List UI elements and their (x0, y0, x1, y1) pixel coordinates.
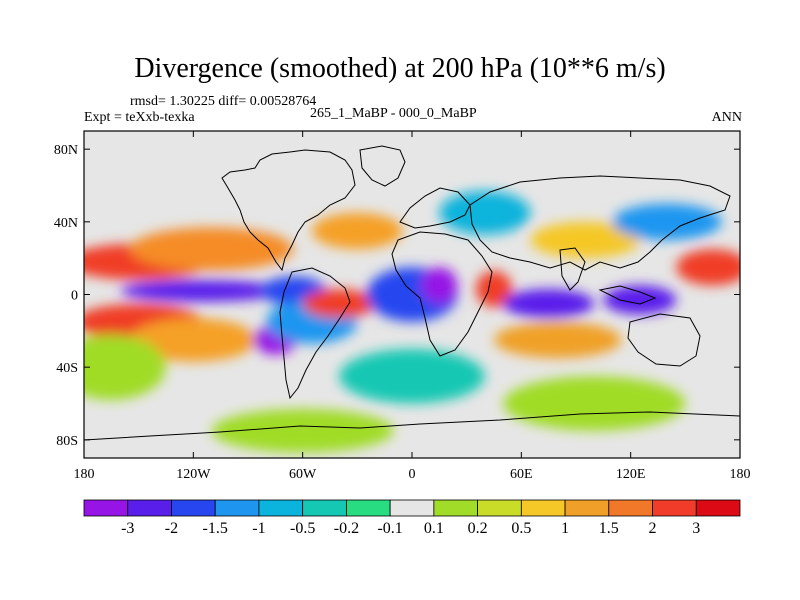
colorbar-label: 1.5 (599, 520, 619, 537)
colorbar-swatch (520, 499, 566, 517)
field-blob (676, 249, 740, 286)
coastline-antarctica (84, 411, 740, 441)
colorbar-swatch (345, 499, 391, 517)
lon-tick-label: 60W (289, 467, 317, 482)
field-blob (311, 212, 403, 250)
colorbar-swatch (564, 499, 610, 517)
colorbar: -3 -2 -1.5 -1 -0.5 -0.2 -0.1 0.1 0.2 0.5 1 1.5 2 3 (83, 499, 741, 537)
colorbar-label: -0.2 (334, 520, 359, 537)
colorbar-label: -0.1 (377, 520, 402, 537)
colorbar-label: 0.5 (511, 520, 531, 537)
divergence-field (84, 190, 740, 453)
colorbar-label: -1 (252, 520, 265, 537)
lat-tick-label: 0 (71, 289, 78, 304)
colorbar-swatch (258, 499, 304, 517)
experiment-label: Expt = teXxb-texka (84, 110, 195, 125)
field-blob (120, 279, 285, 302)
colorbar-swatch (652, 499, 697, 517)
rmsd-diff-stats: rmsd= 1.30225 diff= 0.00528764 (130, 94, 317, 109)
coastline-greenland (359, 145, 406, 187)
field-blob (302, 289, 376, 319)
colorbar-swatch (171, 499, 216, 517)
lon-tick-label: 60E (510, 467, 533, 482)
colorbar-label: -2 (165, 520, 178, 537)
lon-tick-label: 180 (730, 467, 751, 482)
field-blob (503, 376, 686, 431)
plot-title: Divergence (smoothed) at 200 hPa (10**6 … (134, 53, 666, 84)
lon-tick-label: 0 (409, 467, 416, 482)
coastline-south-america (279, 267, 351, 400)
colorbar-swatch (695, 499, 741, 517)
lon-tick-label: 120E (616, 467, 646, 482)
colorbar-label: -0.5 (290, 520, 315, 537)
field-blob (129, 227, 294, 271)
colorbar-label: 1 (561, 520, 569, 537)
field-blob (439, 190, 531, 235)
coastline-india (559, 247, 586, 291)
coastline-africa (391, 231, 493, 357)
colorbar-label: 3 (692, 520, 700, 537)
coastline-asia (469, 175, 731, 271)
colorbar-label: 0.2 (468, 520, 488, 537)
colorbar-label: -3 (121, 520, 134, 537)
field-blob (603, 285, 677, 315)
latitude-axis: 80N 40N 0 40S 80S (54, 143, 740, 449)
colorbar-swatch (389, 499, 435, 517)
coastline-north-america (221, 149, 356, 272)
field-blob (421, 267, 458, 304)
colorbar-swatch (302, 499, 347, 517)
lat-tick-label: 40N (54, 216, 78, 231)
coastline-indonesia (598, 285, 657, 305)
lon-tick-label: 180 (74, 467, 95, 482)
field-blob (211, 408, 394, 453)
coastlines (84, 145, 740, 441)
lat-tick-label: 80S (56, 434, 78, 449)
colorbar-swatch (214, 499, 260, 517)
field-blob (339, 349, 485, 404)
colorbar-label: 0.1 (424, 520, 444, 537)
colorbar-label: -1.5 (203, 520, 228, 537)
lon-tick-label: 120W (176, 467, 211, 482)
field-blob (612, 203, 722, 240)
colorbar-swatch (83, 499, 129, 517)
coastline-australia (627, 313, 701, 367)
field-blob (503, 289, 595, 319)
field-blob (530, 221, 640, 259)
comparison-label: 265_1_MaBP - 000_0_MaBP (310, 106, 477, 121)
lat-tick-label: 80N (54, 143, 78, 158)
colorbar-swatch (477, 499, 522, 517)
colorbar-swatch (608, 499, 653, 517)
lat-tick-label: 40S (56, 361, 78, 376)
colorbar-label: 2 (649, 520, 657, 537)
colorbar-swatch (127, 499, 172, 517)
season-label: ANN (711, 110, 742, 125)
field-blob (494, 321, 622, 359)
colorbar-swatch (433, 499, 479, 517)
longitude-axis: 180 120W 60W 0 60E 120E 180 (74, 131, 751, 482)
field-blob (84, 334, 166, 400)
field-blob (129, 318, 258, 362)
